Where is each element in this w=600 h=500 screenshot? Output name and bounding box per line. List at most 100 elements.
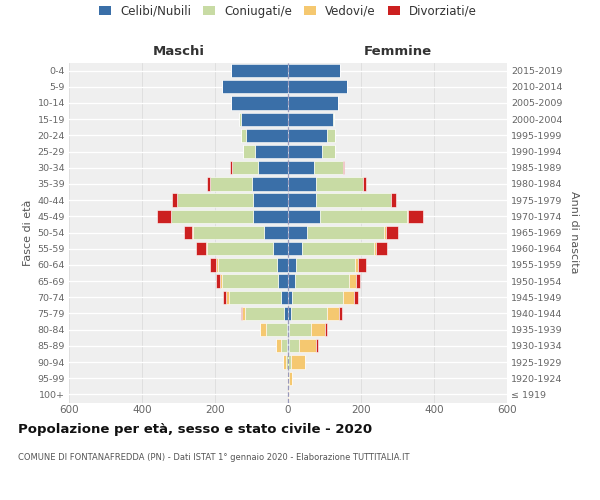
Bar [253,210,288,223]
Bar [288,372,289,385]
Bar [316,339,318,352]
Bar [266,323,287,336]
Bar [241,112,288,126]
Bar [288,258,296,272]
Bar [287,323,288,336]
Bar [277,258,288,272]
Bar [241,128,246,142]
Bar [229,290,281,304]
Bar [223,290,226,304]
Text: Maschi: Maschi [152,46,205,59]
Bar [184,226,193,239]
Bar [288,194,316,207]
Bar [220,274,223,287]
Bar [226,290,229,304]
Bar [278,274,288,287]
Bar [288,388,289,401]
Bar [242,307,245,320]
Bar [288,96,338,110]
Text: COMUNE DI FONTANAFREDDA (PN) - Dati ISTAT 1° gennaio 2020 - Elaborazione TUTTITA: COMUNE DI FONTANAFREDDA (PN) - Dati ISTA… [18,452,409,462]
Bar [232,161,258,174]
Bar [157,210,171,223]
Y-axis label: Anni di nascita: Anni di nascita [569,191,580,274]
Bar [258,161,288,174]
Bar [216,274,220,287]
Bar [291,356,305,368]
Bar [320,210,407,223]
Text: Femmine: Femmine [364,46,431,59]
Bar [408,210,423,223]
Bar [299,339,316,352]
Bar [295,274,349,287]
Bar [316,194,391,207]
Bar [288,307,291,320]
Bar [210,258,217,272]
Bar [288,323,289,336]
Bar [289,339,299,352]
Bar [374,242,376,256]
Bar [196,242,206,256]
Bar [316,178,363,190]
Bar [288,64,340,77]
Bar [232,64,288,77]
Bar [281,290,288,304]
Bar [358,258,366,272]
Bar [288,226,307,239]
Bar [288,80,347,94]
Bar [288,178,316,190]
Bar [328,128,335,142]
Bar [376,242,387,256]
Bar [322,145,335,158]
Bar [288,274,295,287]
Bar [288,145,322,158]
Bar [288,339,289,352]
Bar [407,210,408,223]
Bar [209,178,251,190]
Bar [206,242,207,256]
Bar [332,112,334,126]
Bar [255,145,288,158]
Bar [171,210,253,223]
Bar [222,274,278,287]
Bar [363,178,366,190]
Bar [328,307,339,320]
Bar [264,226,288,239]
Bar [241,307,242,320]
Bar [288,210,320,223]
Bar [302,242,374,256]
Text: Popolazione per età, sesso e stato civile - 2020: Popolazione per età, sesso e stato civil… [18,422,372,436]
Bar [339,307,342,320]
Bar [391,194,395,207]
Bar [314,161,343,174]
Bar [355,258,358,272]
Bar [286,356,288,368]
Bar [176,194,253,207]
Bar [223,80,288,94]
Bar [288,242,302,256]
Bar [230,161,232,174]
Bar [288,290,292,304]
Bar [253,194,288,207]
Bar [232,96,288,110]
Bar [385,226,386,239]
Bar [307,226,385,239]
Bar [172,194,176,207]
Bar [288,161,314,174]
Bar [239,112,241,126]
Bar [193,226,264,239]
Bar [311,323,325,336]
Bar [275,339,281,352]
Bar [288,128,328,142]
Bar [251,178,288,190]
Bar [272,242,288,256]
Bar [288,356,291,368]
Bar [206,178,209,190]
Bar [288,112,332,126]
Bar [246,128,288,142]
Bar [287,339,288,352]
Bar [349,274,356,287]
Bar [343,290,354,304]
Y-axis label: Fasce di età: Fasce di età [23,200,33,266]
Bar [356,274,360,287]
Bar [281,339,287,352]
